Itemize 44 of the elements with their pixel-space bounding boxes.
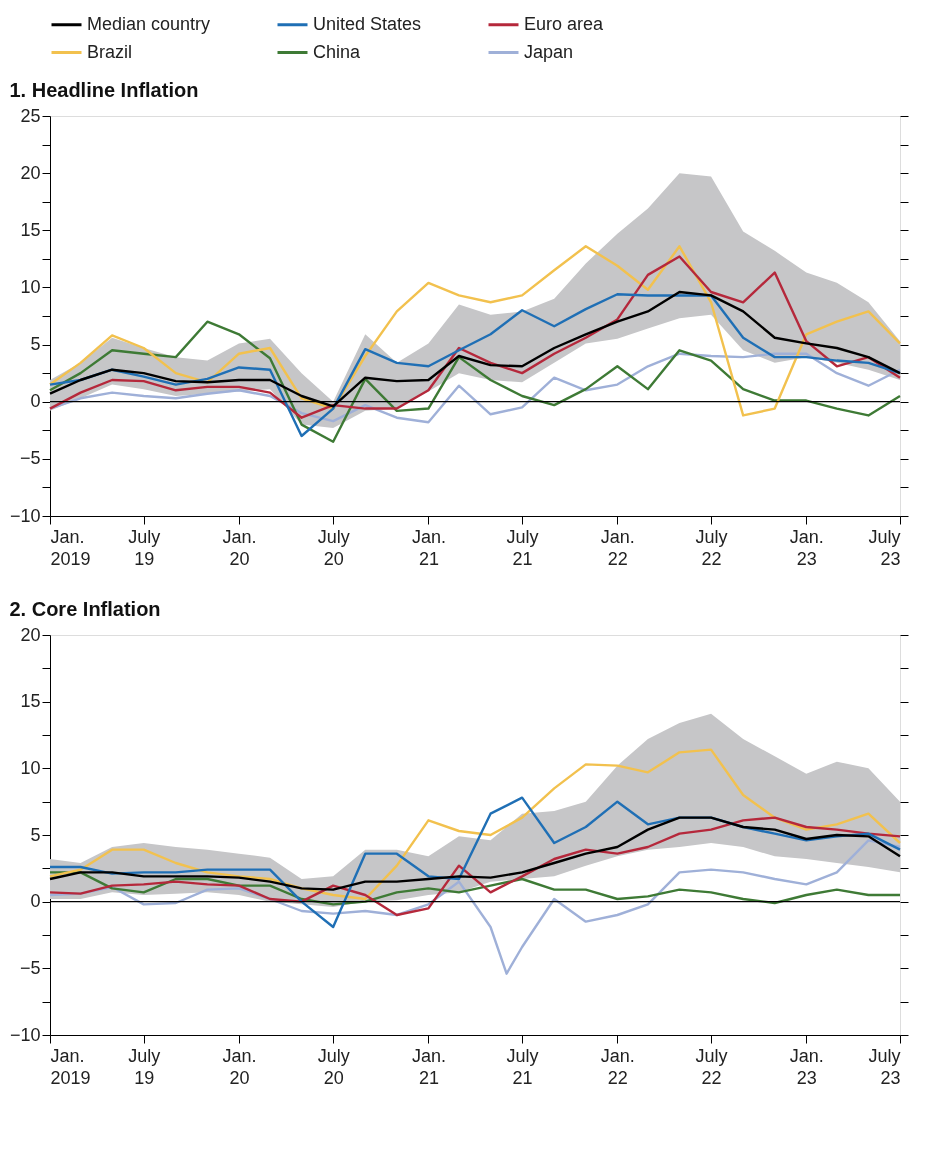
- legend-label: Euro area: [524, 13, 605, 34]
- x-tick-label: July 23: [868, 526, 901, 569]
- x-tick-label: Jan. 20: [222, 526, 257, 569]
- y-tick-label: 20: [20, 624, 41, 645]
- y-tick-label: −5: [19, 957, 41, 978]
- x-tick-label: Jan. 21: [411, 526, 446, 569]
- y-tick-label: 15: [20, 219, 41, 240]
- legend-label: Brazil: [87, 41, 133, 62]
- legend-label: China: [313, 41, 362, 62]
- x-tick-label: Jan. 22: [600, 1045, 635, 1088]
- legend-label: Median country: [87, 13, 211, 34]
- chart-title: 1. Headline Inflation: [9, 79, 199, 101]
- x-tick-label: Jan. 23: [789, 1045, 824, 1088]
- x-tick-label: Jan. 2019: [50, 1045, 91, 1088]
- y-tick-label: 10: [20, 757, 41, 778]
- y-tick-label: 15: [20, 691, 41, 712]
- y-tick-label: −10: [9, 505, 41, 526]
- line-series: [48, 816, 902, 891]
- x-tick-label: July 23: [868, 1045, 901, 1088]
- legend-label: United States: [313, 13, 422, 34]
- y-tick-label: 0: [30, 391, 41, 412]
- x-tick-label: July 19: [128, 526, 161, 569]
- x-tick-label: July 19: [128, 1045, 161, 1088]
- x-tick-label: Jan. 21: [411, 1045, 446, 1088]
- y-tick-label: 25: [20, 105, 41, 126]
- y-tick-label: 20: [20, 162, 41, 183]
- y-tick-label: 0: [30, 891, 41, 912]
- x-tick-label: July 21: [506, 1045, 539, 1088]
- y-tick-label: 5: [30, 824, 41, 845]
- y-tick-label: −5: [19, 448, 41, 469]
- x-tick-label: July 20: [317, 526, 350, 569]
- y-tick-label: −10: [9, 1024, 41, 1045]
- x-tick-label: July 22: [695, 526, 728, 569]
- legend-label: Japan: [524, 41, 574, 62]
- x-tick-label: Jan. 20: [222, 1045, 257, 1088]
- chart-title: 2. Core Inflation: [9, 598, 161, 620]
- x-tick-label: Jan. 22: [600, 526, 635, 569]
- x-tick-label: Jan. 23: [789, 526, 824, 569]
- y-tick-label: 5: [30, 334, 41, 355]
- x-tick-label: July 22: [695, 1045, 728, 1088]
- x-tick-label: Jan. 2019: [50, 526, 91, 569]
- x-tick-label: July 20: [317, 1045, 350, 1088]
- x-tick-label: July 21: [506, 526, 539, 569]
- y-tick-label: 10: [20, 276, 41, 297]
